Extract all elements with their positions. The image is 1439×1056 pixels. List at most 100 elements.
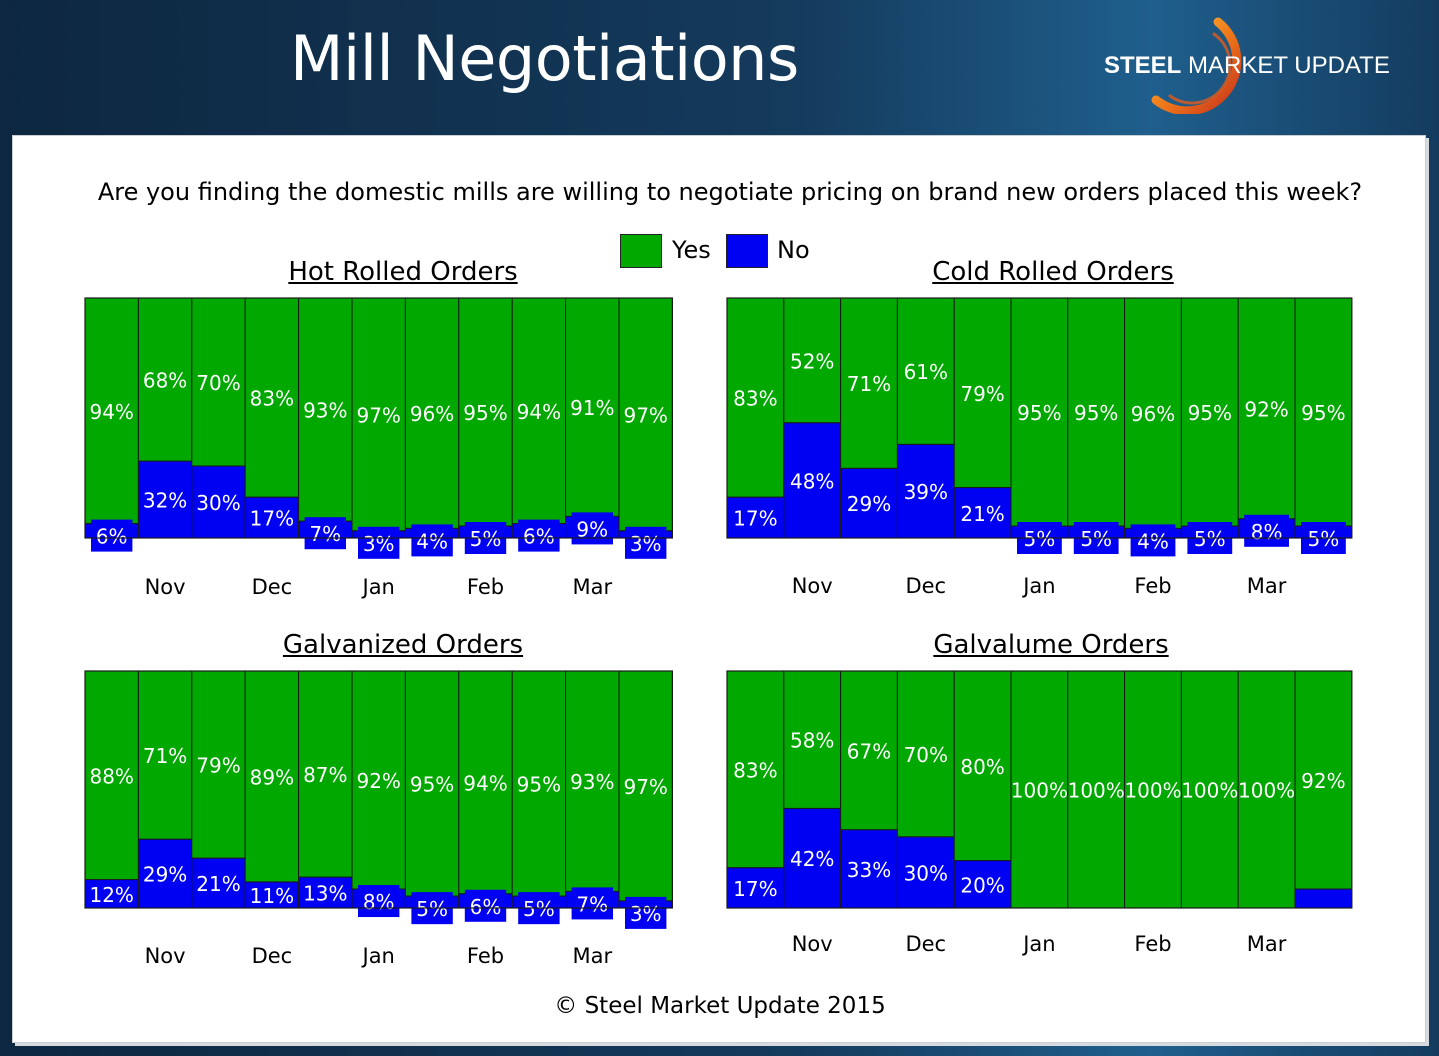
page-title: Mill Negotiations: [290, 22, 799, 95]
legend-swatch-yes: [620, 234, 662, 268]
data-label-yes: 58%: [790, 729, 834, 753]
legend-label-yes: Yes: [672, 236, 711, 264]
bar-yes: [896, 670, 955, 838]
data-label-no: 17%: [250, 507, 294, 531]
data-label-no: 5%: [1194, 527, 1226, 551]
data-label-bg: [1244, 514, 1289, 547]
data-label-yes: 95%: [1188, 401, 1232, 425]
bar-yes: [953, 297, 1012, 489]
bar-yes: [298, 297, 353, 522]
bar-no: [953, 860, 1012, 909]
data-label-no: 5%: [470, 527, 502, 551]
chart-title-galvanized: Galvanized Orders: [282, 630, 524, 660]
data-label-no: 29%: [847, 492, 891, 516]
data-label-no: 5%: [1024, 527, 1056, 551]
data-label-bg: [91, 519, 133, 552]
data-label-yes: 71%: [143, 744, 187, 768]
x-tick-label: Feb: [1134, 932, 1171, 956]
data-label-yes: 92%: [1244, 397, 1288, 421]
bar-yes: [191, 297, 246, 467]
data-label-yes: 95%: [410, 773, 454, 797]
data-label-yes: 80%: [960, 755, 1004, 779]
data-label-yes: 79%: [960, 382, 1004, 406]
data-label-yes: 92%: [356, 769, 400, 793]
data-label-yes: 96%: [1131, 402, 1175, 426]
data-label-no: 12%: [89, 883, 133, 907]
bar-yes: [896, 297, 955, 445]
bar-yes: [458, 670, 513, 895]
x-tick-label: Dec: [905, 932, 946, 956]
logo-arc-icon: [1151, 17, 1242, 114]
plot-frame: [84, 297, 674, 539]
legend-swatch-no: [726, 234, 768, 268]
bar-yes: [953, 670, 1012, 862]
survey-question: Are you finding the domestic mills are w…: [97, 178, 1363, 206]
x-tick-label: Mar: [572, 944, 612, 968]
data-label-bg: [358, 885, 400, 918]
x-tick-label: Feb: [467, 575, 504, 599]
data-label-no: 3%: [630, 902, 662, 926]
data-label-bg: [625, 896, 667, 929]
chart-title-cold-rolled: Cold Rolled Orders: [932, 257, 1174, 287]
data-label-bg: [571, 512, 613, 545]
data-label-yes: 68%: [143, 369, 187, 393]
data-label-yes: 96%: [410, 402, 454, 426]
bar-yes: [1180, 670, 1239, 909]
data-label-yes: 79%: [196, 754, 240, 778]
data-label-no: 7%: [309, 522, 341, 546]
chart-title-hot-rolled: Hot Rolled Orders: [288, 257, 518, 287]
bar-yes: [1237, 670, 1296, 909]
data-label-no: 4%: [1137, 529, 1169, 553]
bar-yes: [404, 297, 460, 529]
data-label-no: 42%: [790, 847, 834, 871]
data-label-yes: 100%: [1068, 779, 1125, 803]
logo-text: STEEL MARKET UPDATE: [1104, 52, 1390, 79]
data-label-yes: 100%: [1181, 779, 1238, 803]
bar-yes: [137, 670, 193, 840]
bar-yes: [1067, 670, 1126, 909]
bar-yes: [1010, 297, 1069, 527]
data-label-no: 21%: [196, 872, 240, 896]
bar-no: [137, 838, 193, 909]
bar-yes: [1180, 297, 1239, 527]
data-label-no: 21%: [960, 502, 1004, 526]
data-label-yes: 94%: [463, 771, 507, 795]
bar-yes: [351, 297, 406, 532]
logo: STEEL MARKET UPDATE: [1100, 14, 1430, 114]
bar-yes: [565, 670, 620, 892]
data-label-no: 32%: [143, 489, 187, 513]
data-label-no: 13%: [303, 882, 347, 906]
bar-no: [244, 881, 300, 909]
bar-yes: [1124, 297, 1182, 529]
data-label-yes: 95%: [1074, 401, 1118, 425]
bar-yes: [1010, 670, 1069, 909]
data-label-yes: 70%: [196, 371, 240, 395]
bar-no: [953, 487, 1012, 539]
x-tick-label: Nov: [792, 574, 833, 598]
bar-yes: [84, 297, 139, 525]
data-label-yes: 95%: [517, 773, 561, 797]
bar-yes: [511, 297, 567, 525]
bar-yes: [244, 297, 300, 498]
bar-yes: [1067, 297, 1126, 527]
data-label-bg: [625, 526, 667, 559]
bar-no: [726, 496, 785, 539]
data-label-bg: [518, 519, 560, 552]
data-label-bg: [571, 887, 613, 920]
data-label-yes: 100%: [1011, 779, 1068, 803]
data-label-bg: [358, 526, 400, 559]
data-label-no: 33%: [847, 858, 891, 882]
data-label-yes: 71%: [847, 372, 891, 396]
bar-yes: [565, 297, 620, 517]
bar-no: [896, 443, 955, 539]
data-label-bg: [1130, 524, 1176, 557]
chart-hot-rolled: 94% 6% 68% 32% 70% 30% 83% 17% 93% 7% 97% 3% 96% 4% 95…: [84, 297, 674, 599]
chart-cold-rolled: 83% 17% 52% 48% 71% 29% 61% 39% 79% 21% 95% 5% 95% 5%…: [726, 297, 1353, 598]
x-tick-label: Dec: [252, 944, 293, 968]
chart-panel: Are you finding the domestic mills are w…: [12, 135, 1426, 1043]
data-label-bg: [464, 889, 507, 922]
copyright: © Steel Market Update 2015: [554, 993, 886, 1019]
data-label-yes: 88%: [89, 764, 133, 788]
data-label-yes: 83%: [733, 758, 777, 782]
data-label-no: 17%: [733, 877, 777, 901]
